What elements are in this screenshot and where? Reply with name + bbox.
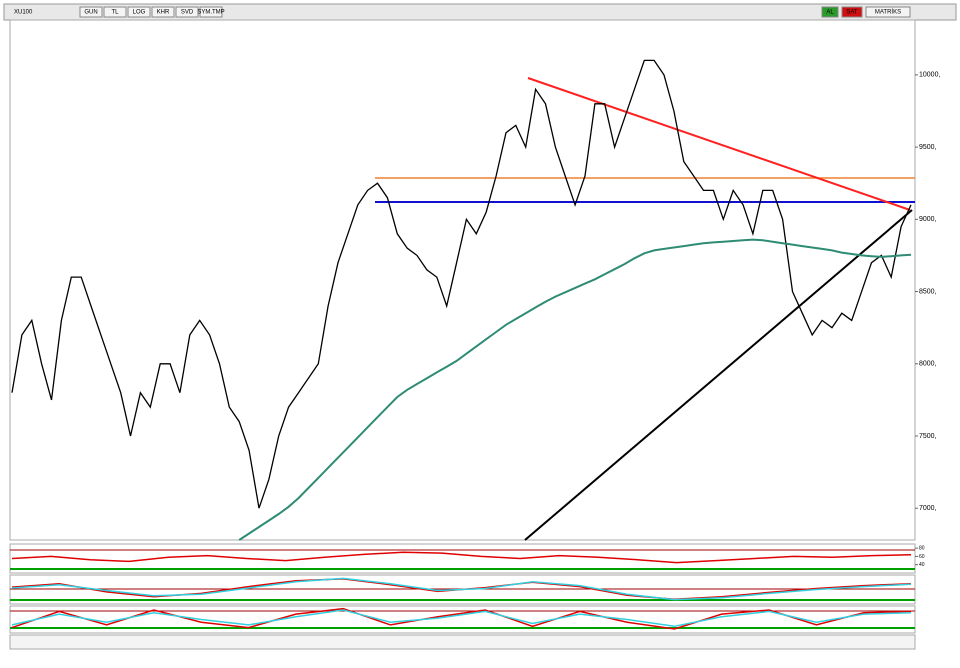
- toolbar-button[interactable]: [127, 6, 151, 18]
- toolbar-button-label[interactable]: AL: [826, 10, 834, 16]
- series-line: [11, 551, 912, 564]
- toolbar-button[interactable]: [79, 6, 103, 18]
- y-tick-label: 7000,: [919, 505, 937, 512]
- series-line: [238, 238, 912, 541]
- date-axis: [9, 634, 916, 650]
- toolbar-button[interactable]: [865, 6, 911, 18]
- y-tick-label: 8500,: [919, 288, 937, 295]
- toolbar-button-label[interactable]: SYM.TMP: [197, 10, 224, 16]
- toolbar-button[interactable]: [841, 6, 863, 18]
- up-trendline: [524, 209, 913, 541]
- toolbar-button[interactable]: [821, 6, 839, 18]
- y-tick-label: 60: [919, 554, 925, 560]
- series-line: [11, 59, 912, 509]
- toolbar-button-label[interactable]: GUN: [84, 10, 97, 16]
- toolbar-button-label[interactable]: KHR: [157, 10, 170, 16]
- toolbar-button[interactable]: [151, 6, 175, 18]
- y-tick-label: 10000,: [919, 72, 940, 79]
- toolbar-button[interactable]: [199, 6, 223, 18]
- series-line: [11, 577, 912, 601]
- series-line: [11, 609, 912, 628]
- toolbar-button-label[interactable]: LOG: [133, 10, 146, 16]
- toolbar-button[interactable]: [175, 6, 199, 18]
- y-tick-label: 9000,: [919, 216, 937, 223]
- y-tick-label: 40: [919, 562, 925, 568]
- y-tick-label: 8000,: [919, 361, 937, 368]
- y-tick-label: 80: [919, 545, 925, 551]
- symbol[interactable]: XU100: [14, 10, 33, 16]
- toolbar-button-label[interactable]: MATRİKS: [875, 9, 901, 16]
- price-panel: [9, 19, 916, 541]
- y-tick-label: 9500,: [919, 144, 937, 151]
- y-tick-label: 7500,: [919, 433, 937, 440]
- series-line: [11, 607, 912, 630]
- toolbar-button-label[interactable]: TL: [111, 10, 119, 16]
- toolbar-button-label[interactable]: SAT: [846, 10, 858, 16]
- down-trendline: [527, 77, 911, 211]
- toolbar-button[interactable]: [103, 6, 127, 18]
- toolbar-button-label[interactable]: SVD: [181, 10, 194, 16]
